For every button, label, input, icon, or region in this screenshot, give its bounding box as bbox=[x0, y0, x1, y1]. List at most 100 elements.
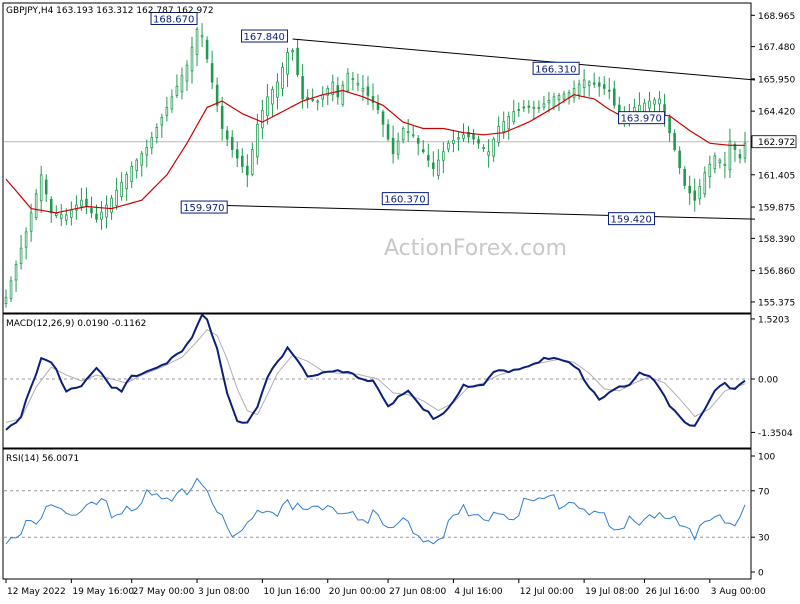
candle-body bbox=[80, 199, 83, 207]
candle-body bbox=[406, 131, 410, 134]
candle-body bbox=[356, 83, 360, 86]
candle-body bbox=[421, 149, 425, 153]
candle-body bbox=[653, 99, 656, 105]
candle-body bbox=[366, 86, 370, 96]
candle-body bbox=[396, 140, 400, 155]
candle bbox=[271, 86, 274, 117]
time-tick-label: 20 Jun 00:00 bbox=[329, 587, 386, 597]
candle bbox=[130, 161, 133, 189]
candle-body bbox=[271, 89, 274, 105]
price-tick-label: 164.420 bbox=[758, 108, 795, 118]
candle-body bbox=[432, 162, 435, 169]
candle-body bbox=[562, 93, 566, 100]
candle-body bbox=[60, 213, 63, 219]
time-tick-label: 3 Jun 08:00 bbox=[198, 587, 250, 597]
time-tick-label: 4 Jul 16:00 bbox=[454, 587, 503, 597]
candle bbox=[442, 142, 445, 174]
candle bbox=[145, 139, 149, 168]
candle-body bbox=[442, 151, 445, 161]
annotation-label: 163.970 bbox=[621, 114, 662, 125]
candle bbox=[276, 73, 279, 110]
candle bbox=[683, 166, 686, 190]
candle-body bbox=[195, 28, 199, 55]
macd-title: MACD(12,26,9) 0.0190 -0.1162 bbox=[6, 319, 146, 329]
annotation-label: 168.670 bbox=[153, 15, 194, 26]
price-annotation: 168.670 bbox=[150, 12, 198, 26]
price-annotation: 166.310 bbox=[532, 61, 580, 75]
candle-body bbox=[487, 151, 490, 156]
candle bbox=[678, 146, 681, 175]
candle-body bbox=[698, 186, 702, 200]
candle bbox=[165, 96, 169, 122]
candle bbox=[673, 129, 676, 152]
candle bbox=[487, 139, 490, 168]
candle-body bbox=[542, 103, 546, 108]
candle bbox=[125, 171, 128, 201]
annotation-box bbox=[532, 61, 580, 75]
candle bbox=[60, 204, 63, 226]
candle-body bbox=[658, 98, 661, 105]
candle bbox=[592, 72, 596, 88]
candle-body bbox=[718, 159, 722, 164]
candle bbox=[517, 102, 521, 117]
candle-body bbox=[457, 137, 460, 140]
candle-body bbox=[225, 130, 229, 140]
candle bbox=[542, 95, 546, 111]
candle-body bbox=[703, 172, 707, 195]
candle-body bbox=[235, 149, 239, 159]
candle-body bbox=[738, 154, 742, 159]
watermark: ActionForex.com bbox=[384, 236, 567, 261]
price-annotation: 167.840 bbox=[241, 29, 289, 43]
candle-body bbox=[140, 153, 144, 166]
candle-body bbox=[361, 87, 365, 92]
candle bbox=[225, 125, 229, 147]
candle-body bbox=[512, 111, 516, 123]
candle bbox=[331, 74, 335, 102]
candle bbox=[582, 69, 586, 98]
candle bbox=[261, 99, 264, 140]
candle bbox=[190, 36, 194, 84]
candle bbox=[105, 195, 108, 229]
candle bbox=[416, 135, 420, 156]
candle bbox=[522, 100, 526, 112]
candle bbox=[432, 151, 435, 177]
candle-body bbox=[90, 207, 93, 214]
candle bbox=[396, 132, 400, 160]
candle-body bbox=[210, 63, 214, 83]
annotation-box bbox=[180, 200, 228, 214]
candle bbox=[301, 64, 304, 109]
candle bbox=[210, 50, 214, 90]
annotation-label: 159.970 bbox=[183, 203, 224, 214]
price-layer: 168.670 167.840 166.310 163.970 159.970 160.3… bbox=[4, 12, 756, 308]
candle bbox=[326, 85, 330, 106]
candle-body bbox=[205, 39, 209, 60]
candle bbox=[115, 177, 118, 210]
candle bbox=[447, 140, 450, 153]
macd-panel-frame bbox=[2, 313, 752, 449]
macd-line bbox=[5, 313, 746, 431]
time-tick-label: 3 Aug 00:00 bbox=[711, 587, 766, 597]
time-tick-label: 12 May 2022 bbox=[7, 587, 66, 597]
candle bbox=[4, 289, 8, 308]
candle-body bbox=[95, 213, 98, 220]
candle bbox=[607, 77, 611, 100]
candle bbox=[437, 149, 440, 180]
annotation-label: 166.310 bbox=[535, 64, 576, 75]
candle-body bbox=[688, 185, 691, 194]
axis-layer: 168.965 167.480 165.950 164.420 162.972 161.4… bbox=[5, 12, 797, 597]
candle-body bbox=[14, 264, 18, 281]
candle bbox=[547, 91, 551, 113]
candle-body bbox=[220, 105, 224, 129]
candle-body bbox=[190, 46, 194, 72]
candle-body bbox=[281, 66, 284, 89]
candle-body bbox=[447, 142, 450, 150]
candle bbox=[557, 93, 561, 112]
annotation-label: 167.840 bbox=[244, 32, 285, 43]
candle bbox=[356, 73, 360, 92]
candle bbox=[256, 113, 259, 165]
candle bbox=[472, 129, 475, 145]
candle bbox=[411, 124, 415, 138]
candle-body bbox=[537, 106, 541, 109]
candle-body bbox=[316, 100, 319, 103]
candle bbox=[135, 158, 138, 179]
